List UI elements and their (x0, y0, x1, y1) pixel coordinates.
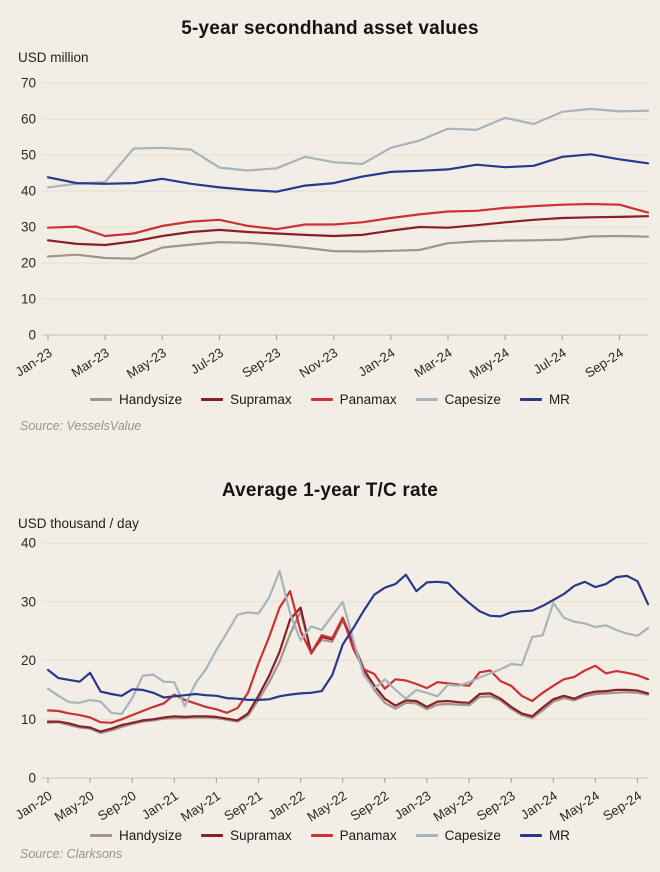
x-tick-label: Jan-24 (518, 788, 560, 823)
legend-swatch-panamax (310, 398, 333, 401)
x-tick-label: Jan-23 (392, 788, 434, 823)
x-tick-label: Nov-23 (297, 345, 341, 381)
legend-item-panamax: Panamax (310, 828, 397, 843)
legend-item-supramax: Supramax (201, 392, 292, 407)
x-tick-label: Jan-21 (139, 788, 181, 823)
series-line-mr (46, 153, 650, 193)
legend-item-mr: MR (519, 828, 570, 843)
x-tick-label: May-21 (178, 788, 223, 825)
legend-label: MR (548, 392, 570, 407)
y-tick-label: 0 (28, 771, 36, 786)
x-tick-label: Sep-24 (582, 345, 626, 381)
x-tick-label: May-24 (467, 345, 512, 382)
series-line-panamax (46, 202, 650, 238)
y-tick-label: 50 (21, 148, 36, 163)
x-tick-label: Sep-21 (221, 788, 265, 824)
asset-values-chart: 0 10 20 30 40 50 60 70 Jan-23 Mar-23 May-23 Jul-23 S… (13, 76, 650, 382)
legend-label: Panamax (339, 828, 397, 843)
legend-label: Supramax (230, 392, 292, 407)
x-tick-label: May-23 (431, 788, 476, 825)
series-line-panamax (46, 590, 650, 724)
legend-item-supramax: Supramax (201, 828, 292, 843)
asset-values-legend: Handysize Supramax Panamax Capesize MR (0, 392, 660, 407)
x-tick-label: Sep-22 (348, 788, 392, 824)
x-tick-label: Jul-24 (531, 345, 569, 377)
y-tick-label: 30 (21, 220, 36, 235)
legend-item-panamax: Panamax (310, 392, 397, 407)
x-tick-label: May-24 (557, 788, 602, 825)
x-tick-label: Jan-20 (13, 788, 55, 823)
x-tick-label: May-23 (124, 345, 169, 382)
legend-item-capesize: Capesize (415, 828, 501, 843)
legend-label: Capesize (444, 392, 501, 407)
x-tick-label: Sep-23 (474, 788, 518, 824)
y-tick-label: 60 (21, 112, 36, 127)
y-tick-label: 10 (21, 292, 36, 307)
series-line-capesize (46, 570, 650, 716)
legend-label: Supramax (230, 828, 292, 843)
x-tick-label: Jul-23 (188, 345, 226, 377)
y-tick-label: 20 (21, 256, 36, 271)
legend-swatch-mr (519, 834, 542, 837)
y-tick-label: 40 (21, 536, 36, 551)
legend-label: Capesize (444, 828, 501, 843)
series-line-capesize (46, 107, 650, 189)
asset-values-source: Source: VesselsValue (20, 419, 142, 433)
legend-swatch-handysize (90, 398, 113, 401)
x-tick-label: Mar-23 (69, 345, 112, 380)
x-tick-label: Sep-24 (600, 788, 644, 824)
legend-label: Handysize (119, 828, 183, 843)
y-tick-label: 20 (21, 653, 36, 668)
y-tick-label: 0 (28, 328, 36, 343)
x-tick-label: Jan-23 (13, 345, 55, 380)
y-tick-label: 70 (21, 76, 36, 91)
series-line-supramax (46, 215, 650, 247)
y-tick-label: 40 (21, 184, 36, 199)
legend-item-handysize: Handysize (90, 828, 182, 843)
y-tick-label: 30 (21, 594, 36, 609)
legend-item-handysize: Handysize (90, 392, 182, 407)
tc-rate-unit-label: USD thousand / day (18, 516, 139, 531)
x-tick-label: Jan-22 (265, 788, 307, 823)
asset-values-chart-title: 5-year secondhand asset values (181, 18, 479, 39)
legend-swatch-mr (519, 398, 542, 401)
tc-rate-source: Source: Clarksons (20, 847, 123, 861)
legend-swatch-supramax (201, 834, 224, 837)
tc-rate-legend: Handysize Supramax Panamax Capesize MR (0, 828, 660, 843)
legend-item-mr: MR (519, 392, 570, 407)
asset-values-unit-label: USD million (18, 50, 89, 65)
legend-item-capesize: Capesize (415, 392, 501, 407)
x-tick-label: May-20 (52, 788, 97, 825)
series-line-handysize (46, 234, 650, 260)
legend-swatch-supramax (201, 398, 224, 401)
legend-swatch-capesize (415, 834, 438, 837)
x-tick-label: Sep-23 (239, 345, 283, 381)
x-tick-label: Sep-20 (95, 788, 139, 824)
x-tick-label: Mar-24 (411, 345, 454, 380)
series-line-mr (46, 573, 650, 701)
y-tick-label: 10 (21, 712, 36, 727)
tc-rate-chart-title: Average 1-year T/C rate (221, 480, 439, 501)
x-tick-label: Jan-24 (355, 345, 397, 380)
legend-swatch-handysize (90, 834, 113, 837)
legend-label: Panamax (339, 392, 397, 407)
legend-swatch-capesize (415, 398, 438, 401)
legend-label: Handysize (119, 392, 183, 407)
legend-swatch-panamax (310, 834, 333, 837)
x-tick-label: May-22 (304, 788, 349, 825)
legend-label: MR (548, 828, 570, 843)
